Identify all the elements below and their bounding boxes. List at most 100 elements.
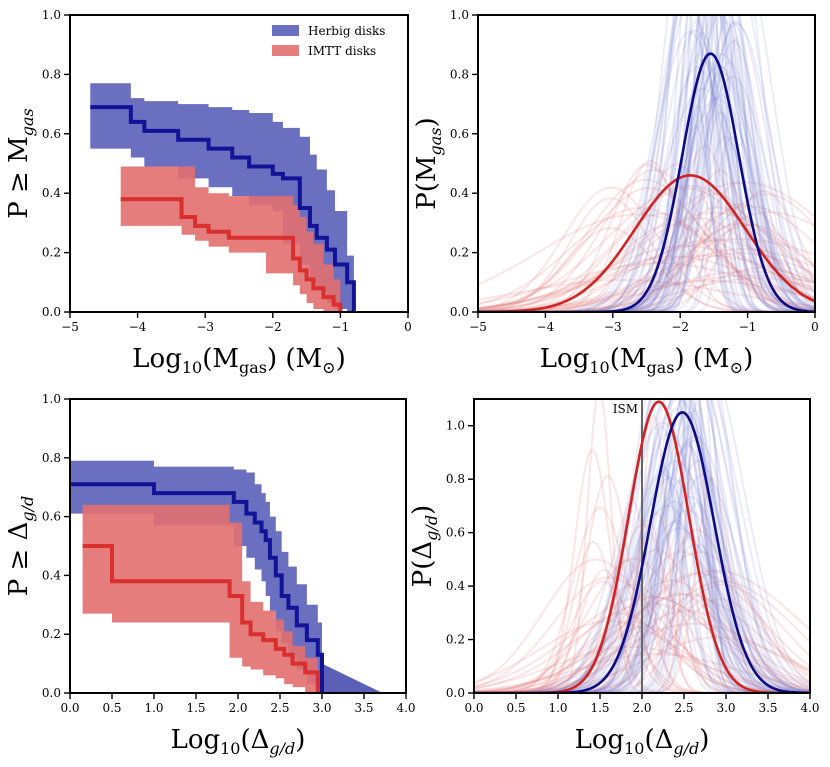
x-axis-label: Log10(Mgas) (M⊙) [540,344,753,377]
ism-label: ISM [613,402,638,416]
posterior-sample-herbig [478,15,815,312]
posterior-sample-imtt [478,211,815,312]
posterior-sample-herbig [478,15,815,312]
posterior-sample-herbig [478,15,815,312]
y-axis-label: P ≥ Mgas [4,108,37,218]
y-tick-label: 0.2 [42,627,61,641]
confidence-band-imtt [82,504,318,693]
posterior-sample-imtt [478,145,815,312]
cdf-line-herbig [70,482,324,693]
y-tick-label: 1.0 [450,8,469,22]
posterior-sample-imtt [478,279,815,307]
posterior-sample-herbig [478,52,815,312]
posterior-sample-herbig [478,15,815,312]
posterior-sample-imtt [478,206,815,309]
y-tick-label: 0.4 [450,186,469,200]
cdf-line-herbig [90,105,356,312]
plot-area-gas-pdf [478,15,815,312]
x-tick-label: −3 [196,320,214,334]
y-tick-label: 0.4 [446,579,465,593]
axes-gas-pdf: −5 −4 −3 −2 −1 0 0.0 0.2 0.4 0.6 0.8 1.0 Log10(Mgas)… [412,8,819,377]
x-tick-label: −2 [671,320,689,334]
axes-gd-cdf: 0.0 0.5 1.0 1.5 2.0 2.5 3.0 3.5 4.0 0.0 0.2 0.4 0.6 0… [4,392,416,758]
y-tick-label: 0.0 [42,305,61,319]
confidence-band-tail [322,663,383,693]
x-tick-label: 1.5 [590,701,609,715]
x-tick-label: 0 [404,320,412,334]
x-tick-label: −1 [739,320,757,334]
axes-gd-pdf: 0.0 0.5 1.0 1.5 2.0 2.5 3.0 3.5 4.0 0.0 0.2 0.4 0.6 0… [408,398,820,758]
legend-swatch-herbig [272,25,299,36]
pdf-curve-herbig [478,52,815,312]
posterior-sample-herbig [478,15,815,312]
y-axis-label: P(Δg/d) [408,505,441,587]
posterior-sample-imtt [478,168,815,312]
plot-area-gd-cdf [70,460,383,693]
y-tick-label: 0.2 [42,246,61,260]
posterior-sample-herbig [478,15,815,312]
posterior-sample-herbig [478,112,815,312]
x-tick-label: −4 [129,320,147,334]
y-tick-label: 1.0 [42,392,61,406]
x-tick-label: 0 [811,320,819,334]
axes-gas-cdf: −5 −4 −3 −2 −1 0 0.0 0.2 0.4 0.6 0.8 1.0 Log10(Mgas)… [4,8,412,377]
posterior-sample-herbig [478,75,815,312]
posterior-sample-imtt [478,178,815,312]
y-tick-label: 0.0 [42,686,61,700]
x-tick-label: −1 [332,320,350,334]
y-tick-label: 0.0 [446,686,465,700]
posterior-sample-herbig [478,97,815,312]
y-tick-label: 0.6 [42,510,61,524]
posterior-sample-herbig [478,62,815,312]
x-tick-label: 3.0 [312,701,331,715]
posterior-sample-herbig [478,60,815,312]
posterior-sample-herbig [478,15,815,312]
x-axis-label: Log10(Δg/d) [171,725,306,758]
x-tick-label: 2.0 [632,701,651,715]
axes-frame [69,398,407,694]
posterior-sample-imtt [478,187,815,312]
y-tick-label: 0.8 [42,451,61,465]
x-tick-label: −5 [469,320,487,334]
x-tick-label: 2.5 [674,701,693,715]
posterior-sample-herbig [478,58,815,312]
posterior-sample-herbig [478,15,815,312]
axes-frame [473,398,811,694]
y-tick-label: 0.4 [42,568,61,582]
posterior-sample-herbig [478,15,815,312]
posterior-sample-imtt [478,182,815,312]
x-tick-label: 0.0 [60,701,79,715]
posterior-sample-herbig [478,70,815,312]
x-tick-label: 1.5 [186,701,205,715]
posterior-sample-herbig [478,20,815,312]
posterior-sample-imtt [478,202,815,312]
y-tick-label: 0.2 [446,633,465,647]
y-axis-label: P(Mgas) [412,117,445,209]
posterior-sample-herbig [478,15,815,312]
x-tick-label: 4.0 [800,701,819,715]
y-tick-label: 1.0 [42,8,61,22]
plot-area-gas-cdf [90,83,356,312]
legend-swatch-imtt [272,45,299,56]
legend: Herbig disks IMTT disks [272,24,385,58]
x-tick-label: −5 [61,320,79,334]
x-tick-label: 3.5 [354,701,373,715]
posterior-sample-imtt [478,254,815,310]
y-tick-label: 0.6 [450,127,469,141]
posterior-sample-herbig [478,31,815,312]
posterior-sample-herbig [478,15,815,312]
posterior-sample-herbig [478,15,815,312]
x-tick-label: 1.0 [548,701,567,715]
x-axis-label: Log10(Mgas) (M⊙) [132,344,345,377]
posterior-sample-herbig [478,19,815,312]
posterior-sample-herbig [478,49,815,312]
x-tick-label: 2.0 [228,701,247,715]
y-tick-label: 0.6 [446,526,465,540]
posterior-sample-herbig [478,29,815,312]
y-tick-label: 0.6 [42,127,61,141]
y-tick-label: 0.4 [42,186,61,200]
posterior-sample-imtt [478,213,815,293]
posterior-sample-herbig [478,37,815,312]
axes-frame [69,14,409,313]
x-tick-label: −2 [264,320,282,334]
